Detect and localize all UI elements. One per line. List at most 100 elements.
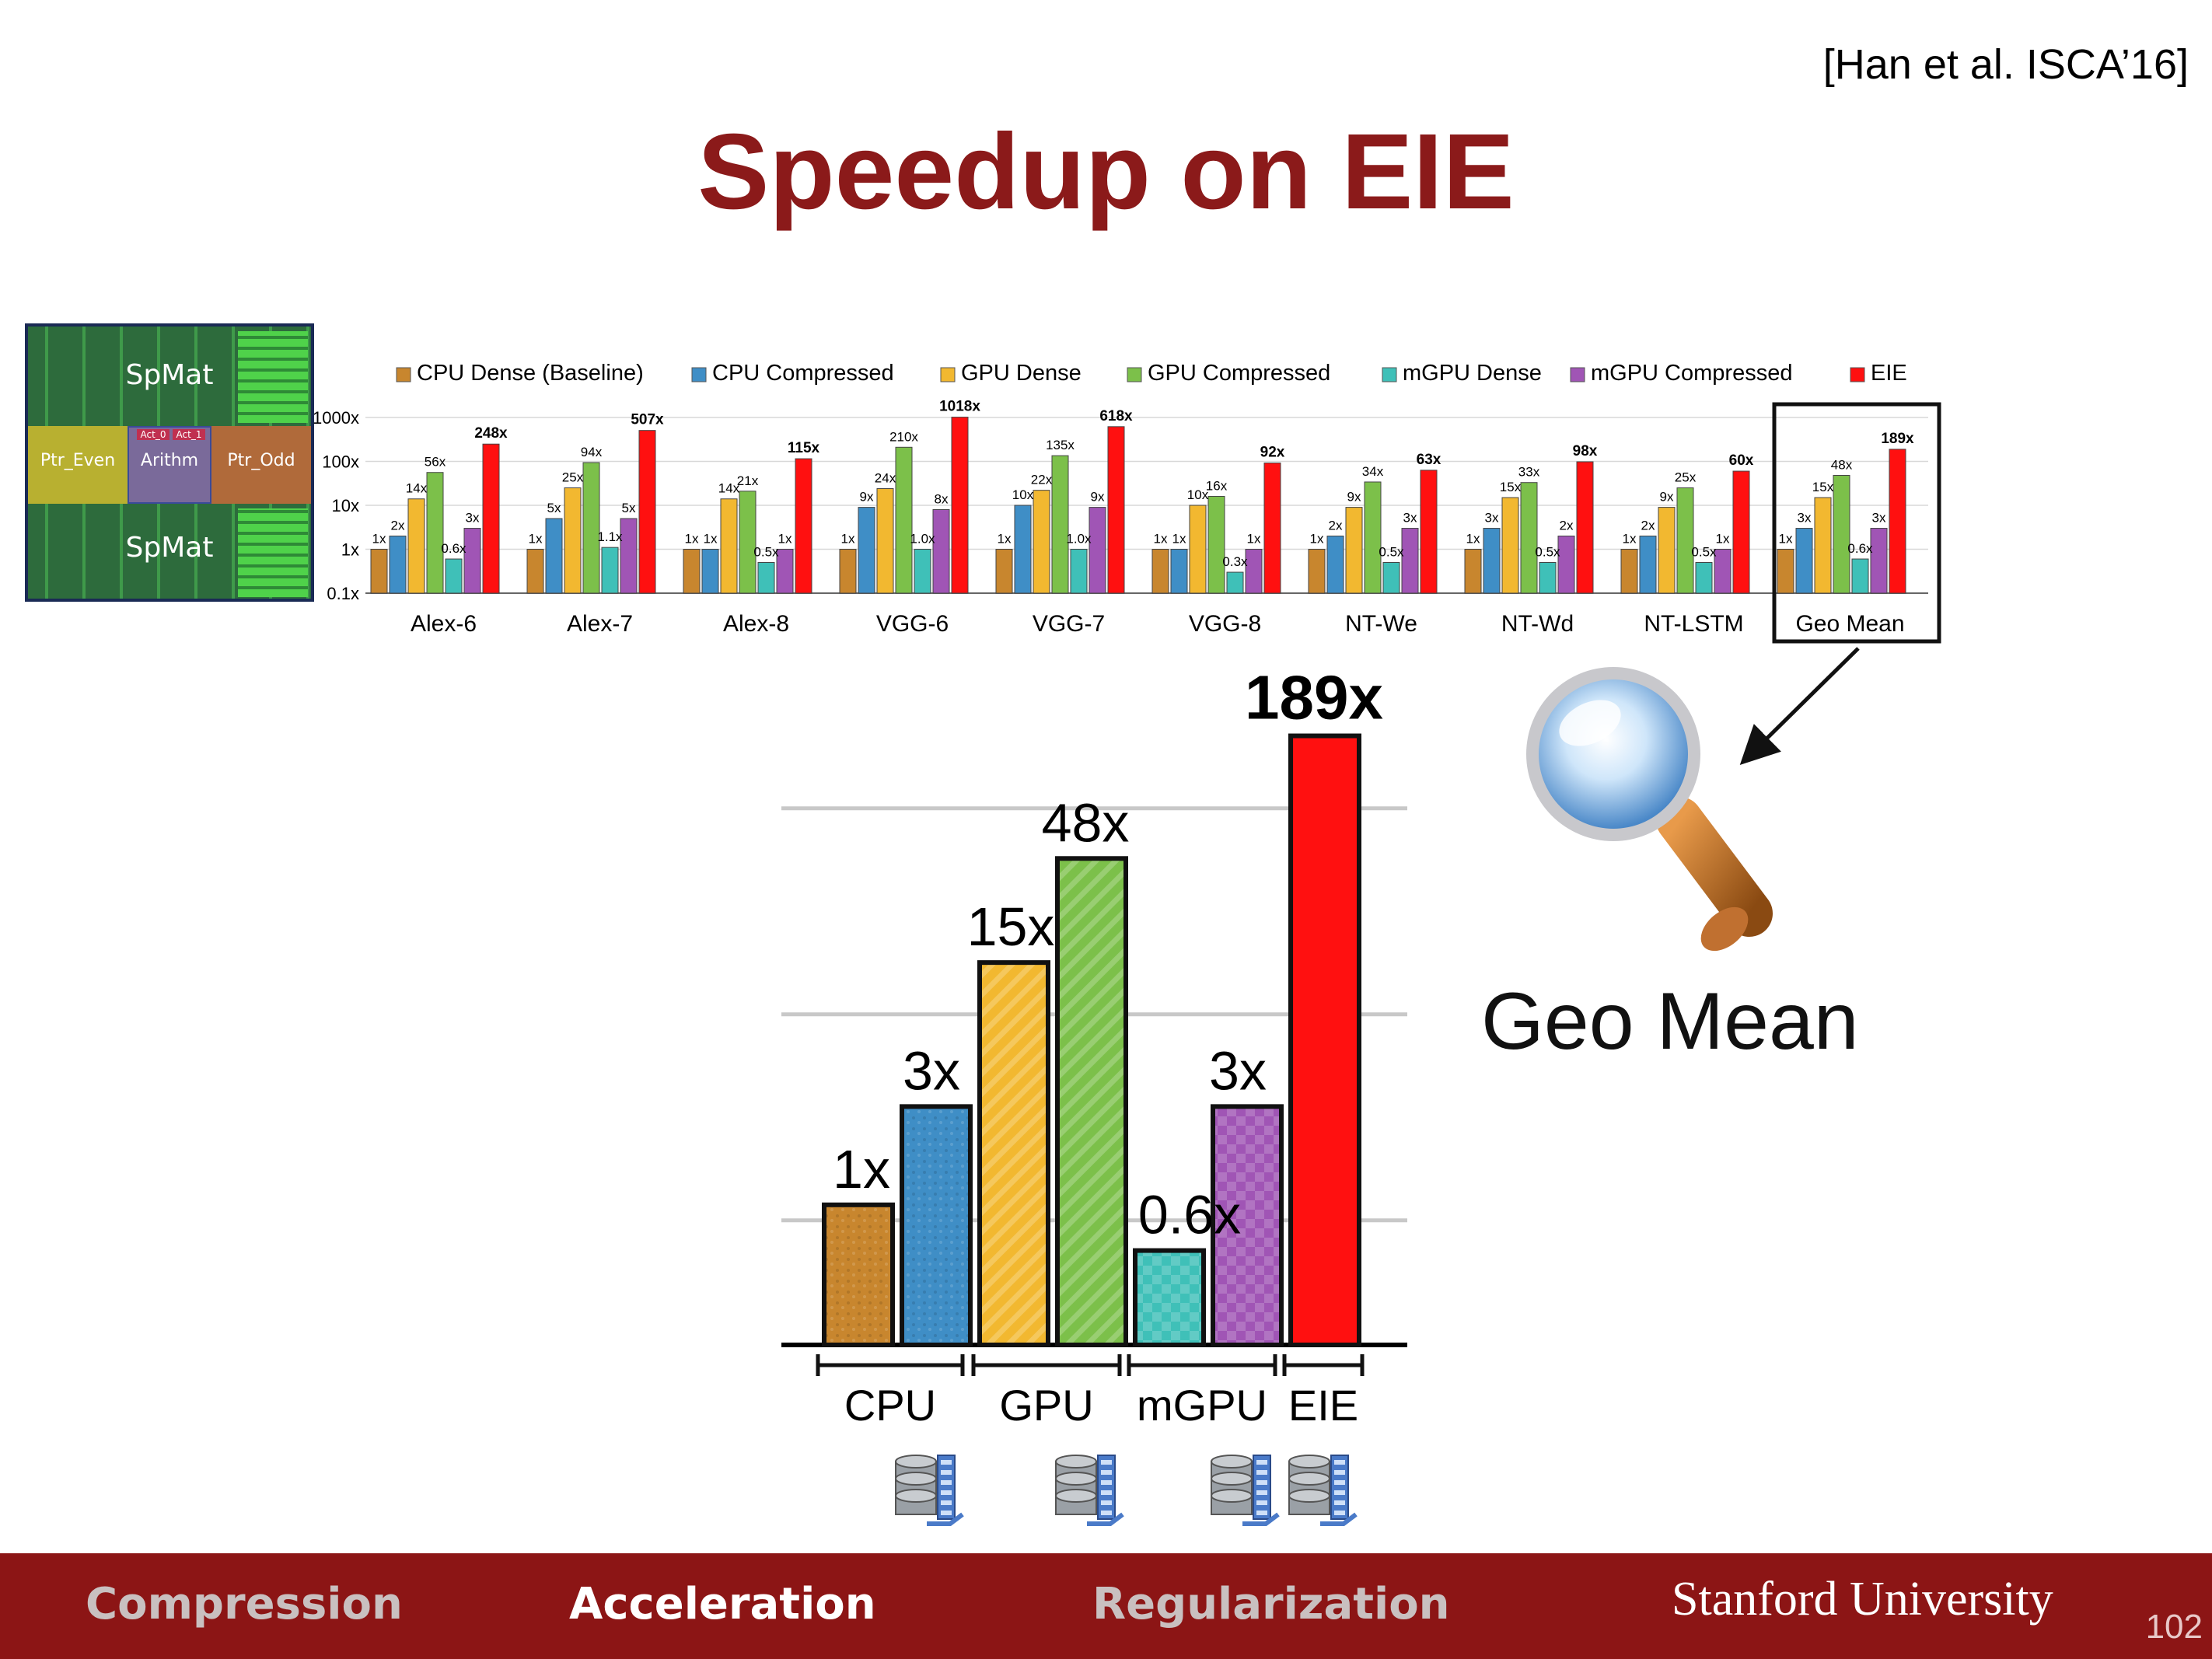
legend-swatch-4 <box>1382 367 1397 382</box>
bar <box>1107 426 1125 594</box>
legend-label-1: CPU Compressed <box>712 361 894 386</box>
y-tick-label: 100x <box>322 452 359 472</box>
bar <box>407 498 425 594</box>
data-label: 34x <box>1362 464 1384 479</box>
ptr-odd-region <box>211 426 311 504</box>
bar <box>1420 470 1438 594</box>
footer-regularization: Regularization <box>1092 1579 1450 1629</box>
data-label: 1x <box>685 532 699 547</box>
chart-bars <box>370 417 1906 594</box>
chart-y-tick-labels: 1000x 100x 10x 1x 0.1x <box>313 408 359 603</box>
bar <box>1676 487 1694 594</box>
bar <box>638 430 656 594</box>
chip-spmat-bottom-label: SpMat <box>125 532 214 564</box>
bar <box>1151 549 1169 594</box>
stanford-logo-text: Stanford University <box>1672 1573 2053 1626</box>
chip-layout-image: SpMat Ptr_Even Arithm Ptr_Odd Act_0 Act_… <box>25 323 314 602</box>
data-label: 248x <box>474 425 508 442</box>
geo-data-label: 15x <box>967 896 1055 957</box>
x-tick-label: Alex-8 <box>723 611 789 637</box>
geo-bar-texture <box>1215 1109 1279 1343</box>
bar <box>995 549 1013 594</box>
data-label: 1x <box>778 532 792 547</box>
data-label: 1x <box>1623 532 1637 547</box>
legend-label-0: CPU Dense (Baseline) <box>417 361 644 386</box>
bar <box>1226 571 1244 594</box>
bar <box>776 549 794 594</box>
bar <box>1814 497 1832 594</box>
data-label: 1x <box>998 532 1012 547</box>
bar <box>564 487 582 594</box>
bar <box>1833 475 1850 594</box>
bar <box>1576 461 1594 594</box>
geo-data-label: 3x <box>903 1040 960 1101</box>
database-compressed-icon <box>1288 1455 1358 1526</box>
data-label: 1018x <box>939 399 980 415</box>
footer-bar <box>0 1553 2212 1659</box>
x-tick-label: Alex-7 <box>567 611 633 637</box>
bar <box>1464 549 1482 594</box>
data-label: 1x <box>1716 532 1730 547</box>
arrow-icon <box>1739 647 1860 766</box>
bar <box>1051 455 1069 594</box>
data-label: 9x <box>1347 490 1361 505</box>
x-tick-label: NT-Wd <box>1501 611 1574 637</box>
x-tick-label: Geo Mean <box>1795 611 1904 637</box>
data-label: 10x <box>1012 487 1034 502</box>
data-label: 210x <box>889 429 918 444</box>
data-label: 1.1x <box>597 529 623 544</box>
data-label: 9x <box>860 490 874 505</box>
data-label: 21x <box>737 473 759 488</box>
bar <box>739 491 757 594</box>
data-label: 3x <box>1485 511 1499 526</box>
bar <box>1870 528 1888 594</box>
legend-label-6: EIE <box>1871 361 1907 386</box>
x-tick-label: NT-LSTM <box>1644 611 1743 637</box>
data-label: 9x <box>1091 490 1105 505</box>
y-tick-label: 0.1x <box>327 584 359 603</box>
data-label: 94x <box>581 445 603 459</box>
bar <box>1263 463 1281 594</box>
bar <box>526 549 544 594</box>
data-label: 0.5x <box>1691 545 1717 560</box>
legend-swatch-0 <box>396 367 411 382</box>
data-label: 3x <box>1872 511 1886 526</box>
bar <box>1089 507 1106 594</box>
data-label: 5x <box>622 501 636 515</box>
data-label: 2x <box>1560 518 1574 533</box>
data-label: 3x <box>1798 511 1812 526</box>
x-tick-label: NT-We <box>1345 611 1417 637</box>
data-label: 24x <box>875 471 896 486</box>
geo-mean-label: Geo Mean <box>1481 976 1859 1067</box>
bar <box>482 443 500 594</box>
legend-label-5: mGPU Compressed <box>1591 361 1792 386</box>
data-label: 0.5x <box>1535 545 1560 560</box>
bar <box>370 549 388 594</box>
bar <box>1070 549 1088 594</box>
data-label: 1x <box>529 532 543 547</box>
data-label: 135x <box>1046 438 1075 452</box>
data-label: 1x <box>1172 532 1186 547</box>
data-label: 0.6x <box>1847 541 1873 556</box>
x-tick-label: VGG-6 <box>876 611 949 637</box>
bar <box>601 547 619 594</box>
bar <box>1364 481 1382 594</box>
legend-label-2: GPU Dense <box>961 361 1082 386</box>
y-tick-label: 1000x <box>313 408 359 428</box>
slide-title: Speedup on EIE <box>697 112 1515 232</box>
legend-swatch-5 <box>1570 367 1585 382</box>
bar <box>1520 482 1538 594</box>
bar <box>683 549 701 594</box>
legend-label-3: GPU Compressed <box>1148 361 1330 386</box>
data-label: 0.5x <box>753 545 779 560</box>
data-label: 618x <box>1099 408 1133 424</box>
data-label: 115x <box>788 440 820 456</box>
bar <box>1326 535 1344 594</box>
magnifier-icon <box>1526 667 1773 952</box>
data-label: 3x <box>466 511 480 526</box>
bar <box>1014 505 1032 594</box>
database-compressed-icon <box>895 1455 964 1526</box>
data-label: 92x <box>1260 445 1285 461</box>
data-label: 1x <box>1310 532 1324 547</box>
data-label: 63x <box>1417 452 1441 468</box>
